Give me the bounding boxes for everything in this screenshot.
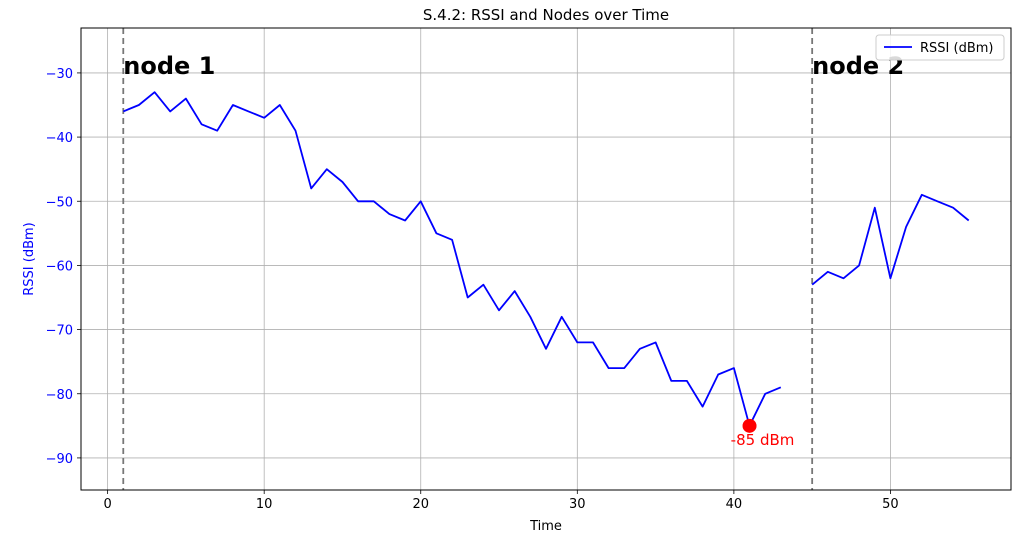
plot-frame xyxy=(80,27,1012,491)
x-axis-label: Time xyxy=(529,519,562,534)
legend-box xyxy=(875,34,1005,61)
chart-title: S.4.2: RSSI and Nodes over Time xyxy=(423,6,669,24)
y-tick-label: −90 xyxy=(46,452,73,467)
y-tick-label: −60 xyxy=(46,259,73,274)
y-tick-label: −70 xyxy=(46,324,73,339)
x-tick-label: 30 xyxy=(569,497,586,512)
legend: RSSI (dBm) xyxy=(875,34,1005,61)
x-tick-label: 50 xyxy=(882,497,899,512)
y-tick-label: −30 xyxy=(46,67,73,82)
x-axis-ticks: 0 10 20 30 40 50 xyxy=(103,490,899,512)
rssi-line-segment xyxy=(811,193,970,286)
series-lines xyxy=(122,91,970,427)
min-rssi-point xyxy=(742,418,757,433)
x-tick-label: 40 xyxy=(726,497,743,512)
y-tick-label: −50 xyxy=(46,195,73,210)
annotation: -85 dBm xyxy=(731,418,795,449)
x-tick-label: 10 xyxy=(256,497,273,512)
y-tick-label: −80 xyxy=(46,388,73,403)
node-markers: node 1 node 2 xyxy=(122,28,904,490)
grid-lines xyxy=(81,28,1011,490)
node-label: node 1 xyxy=(123,52,215,80)
min-rssi-label: -85 dBm xyxy=(731,431,795,449)
x-tick-label: 20 xyxy=(412,497,429,512)
x-tick-label: 0 xyxy=(103,497,111,512)
rssi-line-segment xyxy=(122,91,782,427)
legend-label: RSSI (dBm) xyxy=(920,41,993,56)
y-tick-label: −40 xyxy=(46,131,73,146)
y-axis-ticks: −30 −40 −50 −60 −70 −80 −90 xyxy=(46,67,81,467)
y-axis-label: RSSI (dBm) xyxy=(22,222,37,295)
